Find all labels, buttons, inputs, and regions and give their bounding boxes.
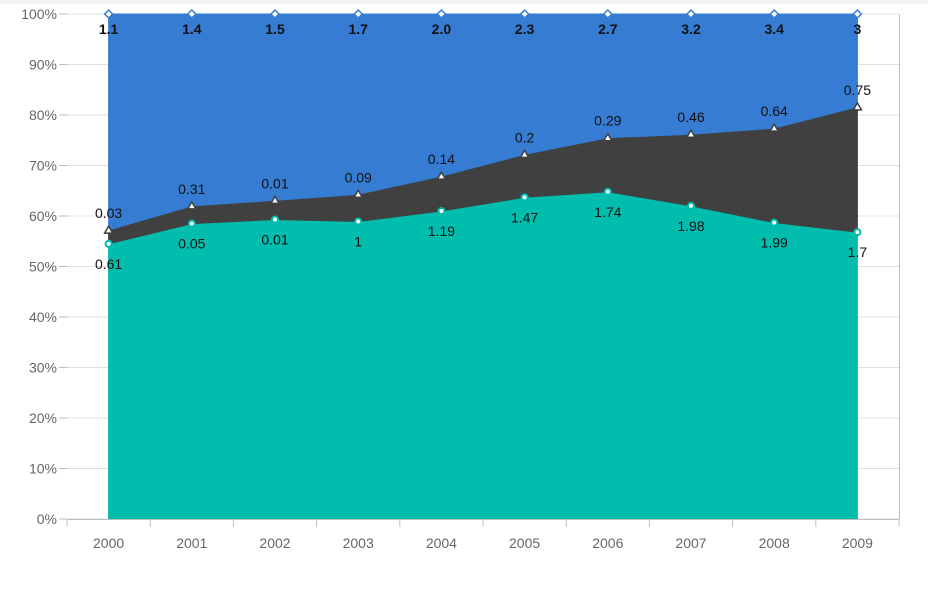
y-tick-label: 70%: [29, 158, 57, 174]
series-2-marker: [768, 122, 780, 132]
series-3-marker: [436, 8, 447, 20]
series-3-marker: [769, 8, 780, 20]
marker-layer: [103, 8, 863, 248]
x-tick-label: 2006: [592, 535, 623, 551]
y-tick-label: 0%: [37, 511, 57, 527]
series-2-marker: [103, 224, 114, 234]
series-3-data-label: 1.5: [265, 21, 285, 37]
series-1-marker: [187, 219, 196, 228]
series-3-data-label: 3: [854, 21, 862, 37]
x-tick-label: 2002: [259, 535, 290, 551]
series-1-data-label: 0.01: [261, 232, 288, 248]
series-2-data-label: 0.14: [428, 151, 455, 167]
series-1-data-label: 1.99: [761, 235, 788, 251]
series-2-data-label: 0.03: [95, 205, 122, 221]
series-3-data-label: 2.3: [515, 21, 535, 37]
x-tick-label: 2001: [176, 535, 207, 551]
top-strip: [0, 0, 928, 4]
series-3-data-label: 1.4: [182, 21, 202, 37]
series-1-marker: [104, 239, 113, 248]
x-tick-label: 2008: [759, 535, 790, 551]
x-tick-label: 2003: [343, 535, 374, 551]
series-2-data-label: 0.2: [515, 129, 535, 145]
series-3-marker: [602, 8, 613, 20]
x-tick-label: 2000: [93, 535, 124, 551]
series-3-marker: [519, 8, 530, 20]
area-layer: [108, 13, 858, 520]
series-1-marker: [354, 217, 363, 226]
series-2-data-label: 0.64: [761, 103, 788, 119]
series-3-data-label: 1.1: [99, 21, 119, 37]
y-tick-label: 30%: [29, 360, 57, 376]
series-2-marker: [685, 128, 697, 138]
series-1-marker: [520, 193, 529, 202]
y-tick-label: 90%: [29, 57, 57, 73]
series-1-data-label: 1.19: [428, 223, 455, 239]
series-2-marker: [436, 170, 447, 180]
series-1-marker: [687, 201, 695, 210]
series-1-marker: [271, 215, 279, 224]
y-tick-label: 60%: [29, 208, 57, 224]
y-tick-label: 40%: [29, 309, 57, 325]
y-tick-label: 50%: [29, 259, 57, 275]
series-3-marker: [353, 8, 364, 20]
series-3-data-label: 2.7: [598, 21, 618, 37]
series-3-data-label: 2.0: [432, 21, 452, 37]
series-1-marker: [437, 206, 446, 215]
series-3-marker: [685, 8, 697, 20]
series-2-marker: [602, 132, 614, 142]
series-3-marker: [186, 8, 197, 20]
series-1-data-label: 1: [354, 234, 362, 250]
series-2-marker: [852, 101, 863, 111]
series-2-data-label: 0.29: [594, 113, 621, 129]
y-tick-label: 100%: [21, 6, 57, 22]
axis-layer: 0% 10% 20% 30% 40% 50% 60% 70% 80% 90% 100% 2000 200…: [21, 6, 900, 551]
series-3-data-label: 3.2: [681, 21, 701, 37]
x-tick-label: 2004: [426, 535, 457, 551]
series-1-data-label: 1.98: [677, 218, 704, 234]
series-1-data-label: 0.61: [95, 256, 122, 272]
series-3-data-label: 3.4: [764, 21, 784, 37]
series-1-area: [108, 191, 858, 520]
series-2-data-label: 0.31: [178, 181, 205, 197]
series-3-marker: [103, 8, 114, 20]
series-2-data-label: 0.46: [677, 109, 704, 125]
series-3-data-label: 1.7: [348, 21, 368, 37]
series-1-data-label: 0.05: [178, 236, 205, 252]
series-3-marker: [269, 8, 281, 20]
series-2-data-label: 0.75: [844, 82, 871, 98]
series-1-data-label: 1.74: [594, 204, 621, 220]
series-1-marker: [603, 187, 612, 196]
y-tick-label: 80%: [29, 107, 57, 123]
series-1-marker: [853, 228, 862, 237]
series-2-marker: [269, 194, 281, 205]
x-tick-label: 2005: [509, 535, 540, 551]
x-tick-label: 2007: [675, 535, 706, 551]
series-2-data-label: 0.01: [261, 175, 288, 191]
series-1-data-label: 1.47: [511, 209, 538, 225]
y-tick-label: 10%: [29, 461, 57, 477]
y-tick-label: 20%: [29, 410, 57, 426]
x-tick-label: 2009: [842, 535, 873, 551]
series-1-data-label: 1.7: [848, 244, 868, 260]
label-layer: 0.61 0.05 0.01 1 1.19 1.47 1.74 1.98 1.99 1.7 0.03…: [95, 21, 871, 272]
series-2-marker: [352, 188, 364, 199]
series-1-marker: [770, 218, 779, 227]
series-3-marker: [852, 8, 863, 20]
series-2-marker: [186, 200, 198, 210]
series-2-marker: [519, 148, 530, 159]
series-2-data-label: 0.09: [345, 169, 372, 185]
